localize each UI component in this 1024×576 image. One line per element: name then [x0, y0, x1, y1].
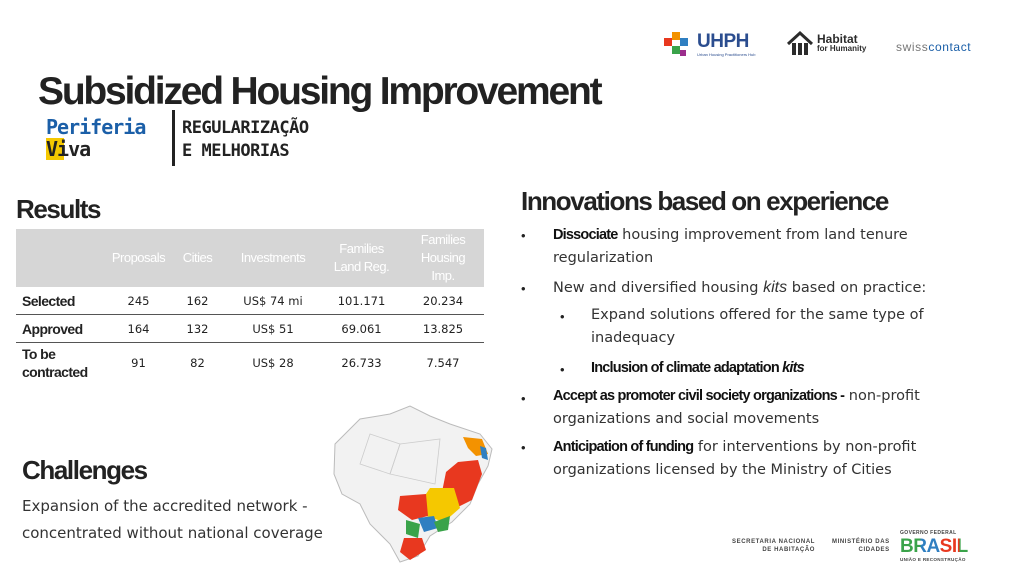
table-cell: 69.061 — [321, 314, 402, 343]
governo-logo: GOVERNO FEDERAL BRASIL UNIÃO E RECONSTRU… — [900, 530, 978, 562]
bullet-accept: Accept as promoter civil society organiz… — [553, 385, 1003, 431]
table-cell: 7.547 — [426, 356, 460, 370]
subbullet-expand: Expand solutions offered for the same ty… — [591, 307, 924, 346]
state-goias — [398, 494, 428, 520]
uhph-mark-icon — [664, 32, 688, 56]
page-title: Subsidized Housing Improvement — [38, 70, 603, 113]
uhph-name: UHPH — [697, 30, 749, 52]
subbullet-climate: Inclusion of climate adaptation kits — [591, 357, 961, 380]
challenges-line: Expansion of the accredited network - — [22, 497, 308, 515]
table-cell: 245 — [107, 287, 170, 315]
table-row: To be contracted 91 82 US$ 28 26.733 7.5… — [16, 343, 484, 384]
state-minas — [422, 488, 460, 522]
table-cell: 26.733 — [341, 356, 382, 370]
brazil-map — [333, 405, 493, 563]
bullet-text: non-profit organizations and social move… — [553, 388, 920, 427]
swisscontact-logo: swisscontact — [896, 40, 971, 54]
habitat-logo: Habitat for Humanity — [786, 26, 866, 62]
melhorias-word: E MELHORIAS — [182, 141, 290, 161]
bullet-icon: • — [521, 440, 526, 455]
results-heading: Results — [16, 194, 102, 224]
habitat-name: Habitat — [817, 32, 858, 46]
secretaria-line: SECRETARIA NACIONAL — [732, 539, 816, 545]
kits-word: kits — [782, 360, 805, 376]
uhph-subtitle: Urban Housing Practitioners Hub — [697, 51, 756, 57]
table-header-cell — [16, 229, 107, 287]
table-cell: 82 — [190, 356, 205, 370]
table-cell: 20.234 — [402, 287, 484, 315]
bullet-icon: • — [521, 281, 526, 296]
table-cell: US$ 28 — [252, 356, 294, 370]
bullet-dissociate: Dissociate housing improvement from land… — [553, 224, 953, 270]
governo-label: GOVERNO FEDERAL — [900, 530, 957, 536]
state-rs — [400, 538, 426, 560]
table-header-row: Proposals Cities Investments Families La… — [16, 229, 484, 287]
brazil-outline — [333, 405, 493, 563]
table-header-cell: Families Land Reg. — [321, 229, 402, 287]
uniao-label: UNIÃO E RECONSTRUÇÃO — [900, 557, 966, 562]
logo-divider — [172, 110, 175, 166]
state-ne-blue — [480, 446, 488, 460]
table-cell: 164 — [107, 314, 170, 343]
table-header-cell: Cities — [170, 229, 225, 287]
habitat-tagline: for Humanity — [817, 44, 867, 53]
table-cell: 101.171 — [321, 287, 402, 315]
bullet-text: for interventions by non-profit organiza… — [553, 439, 917, 478]
ministerio-line: MINISTÉRIO DAS — [832, 539, 890, 545]
table-cell: 91 — [131, 356, 146, 370]
swiss-word: swiss — [896, 40, 929, 54]
state-sp — [418, 516, 438, 532]
bullet-text: New and diversified housing — [553, 280, 764, 296]
regularizacao-logo: REGULARIZAÇÃO E MELHORIAS — [182, 117, 309, 163]
bullet-funding: Anticipation of funding for intervention… — [553, 436, 973, 482]
bullet-bold: Inclusion of climate adaptation — [591, 360, 783, 376]
uhph-logo: UHPH Urban Housing Practitioners Hub — [662, 26, 755, 62]
bullet-bold: Anticipation of funding — [553, 439, 694, 455]
row-label: To be contracted — [22, 346, 88, 380]
bullet-kits: New and diversified housing kits based o… — [553, 276, 993, 300]
bullet-icon: • — [560, 309, 565, 324]
table-row: Approved 164 132 US$ 51 69.061 13.825 — [16, 314, 484, 343]
table-row: Selected 245 162 US$ 74 mi 101.171 20.23… — [16, 287, 484, 315]
table-cell: US$ 51 — [225, 314, 321, 343]
brasil-wordmark: BRASIL — [900, 536, 978, 557]
secretaria-logo: SECRETARIA NACIONAL DE HABITAÇÃO — [732, 538, 815, 554]
secretaria-line: DE HABITAÇÃO — [762, 547, 816, 553]
bullet-text: based on practice: — [787, 280, 927, 296]
bullet-icon: • — [521, 228, 526, 243]
kits-word: kits — [763, 279, 788, 296]
table-header-cell: Investments — [225, 229, 321, 287]
regularizacao-word: REGULARIZAÇÃO — [182, 118, 309, 138]
house-people-icon — [786, 30, 814, 55]
contact-word: contact — [928, 40, 972, 54]
state-rj — [434, 516, 450, 532]
bullet-text: housing improvement from land tenure reg… — [553, 227, 908, 266]
table-cell: 132 — [170, 314, 225, 343]
viva-word: Viva — [46, 137, 91, 161]
ministerio-logo: MINISTÉRIO DAS CIDADES — [832, 538, 890, 554]
state-parana — [406, 520, 420, 538]
periferia-word: Periferia — [46, 115, 146, 139]
table-header-cell: Proposals — [107, 229, 170, 287]
table-cell: 162 — [170, 287, 225, 315]
periferia-viva-logo: Periferia Viva — [46, 115, 146, 161]
bullet-bold: Dissociate — [553, 227, 618, 243]
row-label: Approved — [16, 314, 107, 343]
table-cell: 13.825 — [402, 314, 484, 343]
challenges-text: Expansion of the accredited network - co… — [22, 493, 323, 547]
bullet-bold: Accept as promoter civil society organiz… — [553, 388, 845, 404]
ministerio-line: CIDADES — [858, 547, 890, 553]
challenges-line: concentrated without national coverage — [22, 524, 323, 542]
challenges-heading: Challenges — [22, 455, 148, 485]
bullet-icon: • — [521, 391, 526, 406]
state-border — [389, 438, 441, 485]
bullet-icon: • — [560, 362, 565, 377]
table-header-cell: Families Housing Imp. — [402, 229, 484, 287]
innovations-heading: Innovations based on experience — [521, 186, 889, 216]
table-cell: US$ 74 mi — [225, 287, 321, 315]
results-table: Proposals Cities Investments Families La… — [16, 229, 484, 383]
row-label: Selected — [16, 287, 107, 315]
